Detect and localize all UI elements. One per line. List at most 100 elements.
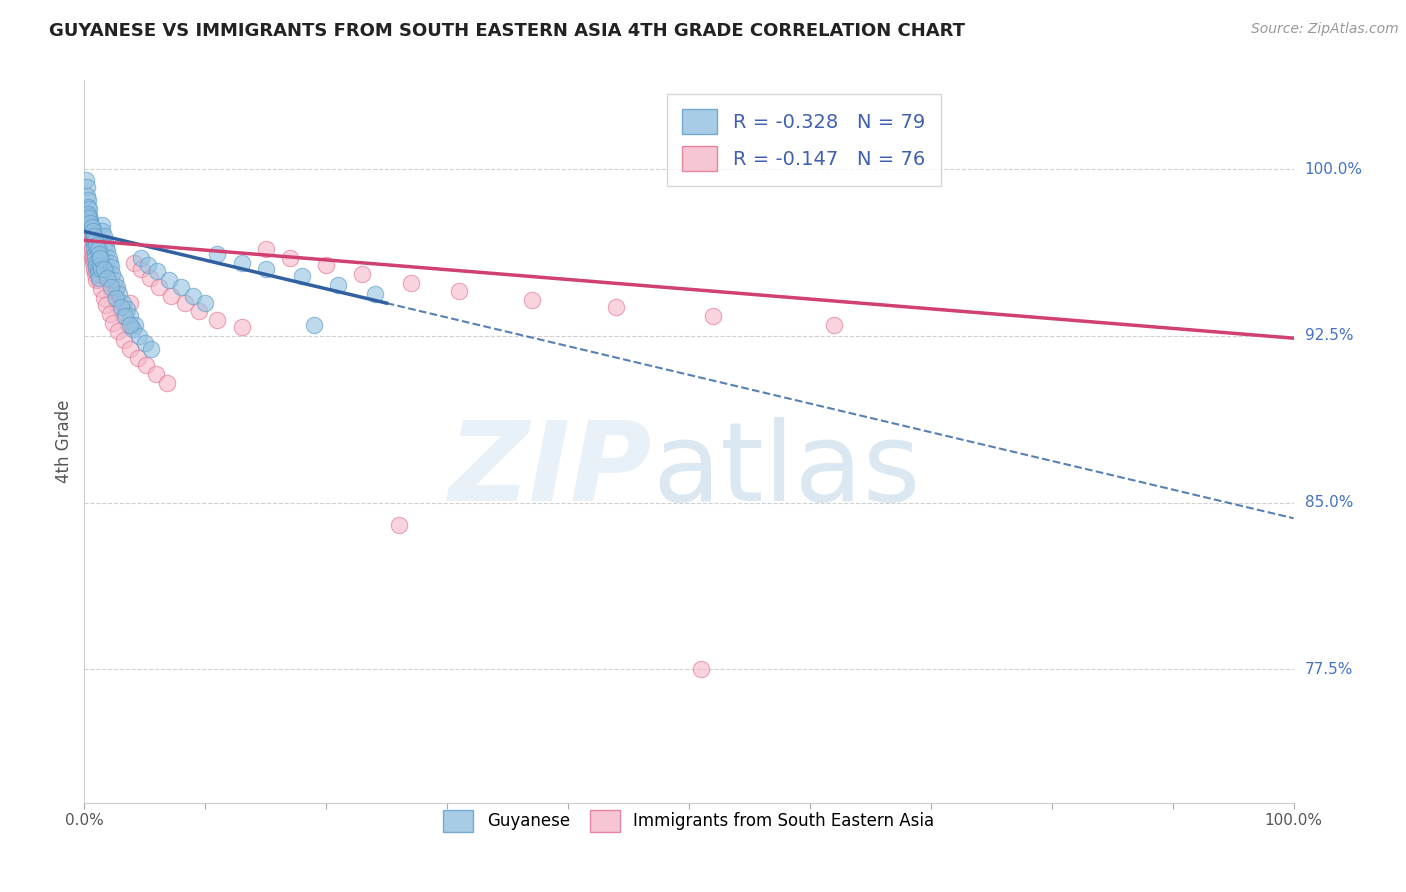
Point bbox=[82, 255, 104, 269]
Point bbox=[77, 231, 100, 245]
Point bbox=[122, 255, 145, 269]
Point bbox=[449, 285, 471, 299]
Point bbox=[82, 233, 104, 247]
Point bbox=[278, 251, 301, 265]
Point bbox=[114, 309, 136, 323]
Point bbox=[82, 228, 104, 243]
Point bbox=[83, 262, 105, 277]
Point bbox=[100, 280, 122, 294]
Text: atlas: atlas bbox=[652, 417, 921, 524]
Point bbox=[605, 300, 627, 314]
Legend: Guyanese, Immigrants from South Eastern Asia: Guyanese, Immigrants from South Eastern … bbox=[430, 797, 948, 845]
Point bbox=[76, 224, 98, 238]
Point bbox=[128, 329, 150, 343]
Point bbox=[98, 307, 121, 321]
Point bbox=[120, 295, 142, 310]
Point bbox=[91, 224, 114, 238]
Point bbox=[690, 662, 713, 676]
Point bbox=[80, 219, 103, 234]
Point bbox=[90, 262, 112, 277]
Point bbox=[89, 258, 111, 272]
Point bbox=[86, 242, 108, 256]
Point bbox=[188, 304, 211, 318]
Point bbox=[254, 262, 277, 277]
Point bbox=[76, 207, 98, 221]
Point bbox=[89, 251, 111, 265]
Point bbox=[94, 240, 117, 254]
Point bbox=[254, 242, 277, 256]
Point bbox=[702, 309, 724, 323]
Point bbox=[120, 309, 142, 323]
Point bbox=[103, 316, 125, 330]
Point bbox=[77, 224, 100, 238]
Point bbox=[98, 255, 121, 269]
Point bbox=[82, 249, 104, 263]
Point bbox=[86, 273, 108, 287]
Point bbox=[86, 255, 108, 269]
Text: Source: ZipAtlas.com: Source: ZipAtlas.com bbox=[1251, 22, 1399, 37]
Point bbox=[96, 244, 118, 259]
Point bbox=[84, 267, 107, 281]
Point bbox=[82, 224, 104, 238]
Point bbox=[399, 276, 422, 290]
Point bbox=[89, 249, 111, 263]
Text: 100.0%: 100.0% bbox=[1305, 161, 1362, 177]
Point bbox=[94, 267, 117, 281]
Point bbox=[75, 218, 97, 232]
Point bbox=[112, 309, 135, 323]
Point bbox=[87, 244, 110, 259]
Text: 92.5%: 92.5% bbox=[1305, 328, 1353, 343]
Point bbox=[77, 211, 100, 226]
Point bbox=[82, 228, 104, 243]
Point bbox=[94, 298, 117, 312]
Point bbox=[107, 300, 129, 314]
Point bbox=[124, 318, 146, 332]
Point bbox=[117, 318, 139, 332]
Point bbox=[84, 233, 107, 247]
Point bbox=[83, 253, 105, 268]
Point bbox=[138, 271, 160, 285]
Point bbox=[291, 268, 314, 283]
Point bbox=[87, 271, 110, 285]
Point bbox=[80, 224, 103, 238]
Point bbox=[352, 267, 374, 281]
Point bbox=[110, 300, 132, 314]
Point bbox=[76, 189, 98, 203]
Point bbox=[89, 251, 111, 265]
Point bbox=[112, 295, 135, 310]
Point bbox=[75, 173, 97, 187]
Point bbox=[86, 262, 108, 277]
Point bbox=[100, 273, 122, 287]
Point bbox=[101, 267, 124, 281]
Point bbox=[129, 262, 152, 277]
Point bbox=[80, 224, 103, 238]
Point bbox=[120, 343, 142, 357]
Point bbox=[121, 322, 143, 336]
Point bbox=[146, 264, 169, 278]
Point bbox=[84, 251, 107, 265]
Point bbox=[83, 242, 105, 256]
Point bbox=[104, 291, 127, 305]
Point bbox=[84, 246, 107, 260]
Point bbox=[105, 280, 128, 294]
Point bbox=[100, 282, 122, 296]
Point bbox=[129, 251, 152, 265]
Point bbox=[77, 237, 100, 252]
Point bbox=[112, 334, 135, 348]
Point bbox=[77, 231, 100, 245]
Y-axis label: 4th Grade: 4th Grade bbox=[55, 400, 73, 483]
Point bbox=[94, 235, 117, 250]
Point bbox=[115, 302, 138, 317]
Point bbox=[138, 258, 160, 272]
Point bbox=[93, 228, 115, 243]
Point bbox=[120, 318, 142, 332]
Point bbox=[86, 267, 108, 281]
Text: GUYANESE VS IMMIGRANTS FROM SOUTH EASTERN ASIA 4TH GRADE CORRELATION CHART: GUYANESE VS IMMIGRANTS FROM SOUTH EASTER… bbox=[49, 22, 965, 40]
Point bbox=[77, 209, 100, 223]
Point bbox=[104, 273, 127, 287]
Point bbox=[328, 277, 350, 292]
Point bbox=[315, 258, 337, 272]
Text: 85.0%: 85.0% bbox=[1305, 495, 1353, 510]
Point bbox=[96, 273, 118, 287]
Point bbox=[388, 517, 411, 532]
